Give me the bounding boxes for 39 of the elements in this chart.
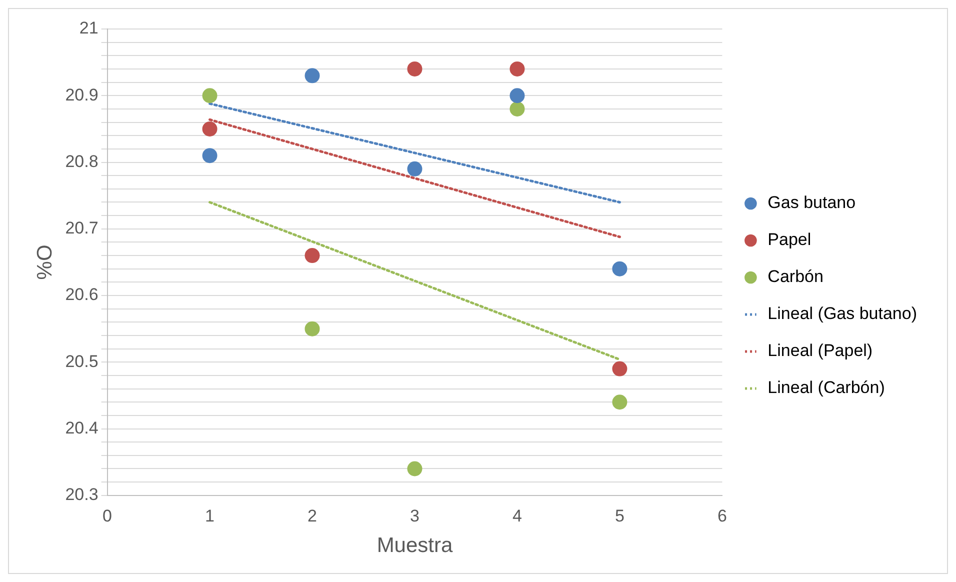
point	[407, 461, 422, 476]
y-tick-label: 20.7	[65, 218, 98, 238]
x-tick-label: 0	[102, 506, 112, 526]
line-series	[208, 200, 621, 361]
y-tick-label: 20.3	[65, 485, 98, 504]
x-tick-label: 6	[717, 506, 727, 526]
point	[612, 394, 628, 410]
y-tick-label: 20.9	[65, 85, 98, 104]
point	[510, 88, 525, 104]
legend-label: Gas butano	[768, 193, 856, 212]
legend-label: Carbón	[768, 267, 824, 286]
x-axis-title: Muestra	[376, 534, 453, 558]
point	[407, 161, 422, 176]
legend-label: Lineal (Papel)	[768, 341, 873, 360]
point	[510, 61, 525, 76]
point	[304, 321, 320, 336]
legend-label: Lineal (Carbón)	[768, 378, 885, 398]
legend-label: Papel	[768, 230, 812, 250]
y-axis-title: %O	[33, 244, 56, 280]
point	[612, 261, 628, 276]
y-tick-label: 21	[79, 18, 98, 38]
x-tick-label: 3	[410, 506, 420, 526]
point	[202, 148, 218, 164]
x-tick-label: 2	[308, 506, 317, 526]
y-tick-label: 20.4	[65, 418, 98, 438]
x-tick-label: 4	[512, 506, 522, 526]
legend-label: Lineal (Gas butano)	[768, 304, 918, 324]
x-tick-label: 1	[205, 506, 215, 526]
y-tick-label: 20.6	[65, 285, 98, 304]
point	[304, 248, 320, 264]
point	[510, 101, 525, 116]
y-tick-label: 20.5	[65, 352, 98, 371]
point	[304, 68, 320, 84]
y-tick-label: 20.8	[65, 152, 98, 171]
point	[202, 121, 218, 136]
point	[202, 88, 218, 104]
point	[407, 61, 422, 76]
x-tick-label: 5	[614, 506, 624, 526]
point	[612, 361, 628, 376]
